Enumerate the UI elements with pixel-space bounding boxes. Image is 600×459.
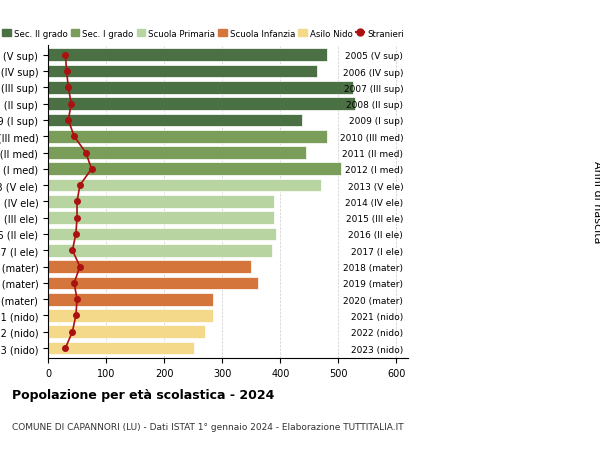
Text: Anni di nascita: Anni di nascita — [592, 161, 600, 243]
Bar — [48, 114, 302, 127]
Bar — [48, 82, 353, 95]
Bar — [48, 244, 272, 257]
Bar — [48, 66, 317, 78]
Bar — [48, 212, 274, 224]
Bar — [48, 342, 194, 355]
Bar — [48, 131, 327, 143]
Text: Popolazione per età scolastica - 2024: Popolazione per età scolastica - 2024 — [12, 388, 274, 401]
Bar — [48, 326, 205, 338]
Legend: Sec. II grado, Sec. I grado, Scuola Primaria, Scuola Infanzia, Asilo Nido, Stran: Sec. II grado, Sec. I grado, Scuola Prim… — [2, 29, 404, 39]
Text: COMUNE DI CAPANNORI (LU) - Dati ISTAT 1° gennaio 2024 - Elaborazione TUTTITALIA.: COMUNE DI CAPANNORI (LU) - Dati ISTAT 1°… — [12, 422, 404, 431]
Bar — [48, 147, 307, 160]
Bar — [48, 196, 274, 208]
Bar — [48, 98, 355, 111]
Bar — [48, 228, 276, 241]
Bar — [48, 261, 251, 273]
Bar — [48, 163, 341, 176]
Bar — [48, 179, 321, 192]
Bar — [48, 293, 214, 306]
Bar — [48, 309, 214, 322]
Bar — [48, 49, 327, 62]
Bar — [48, 277, 258, 290]
